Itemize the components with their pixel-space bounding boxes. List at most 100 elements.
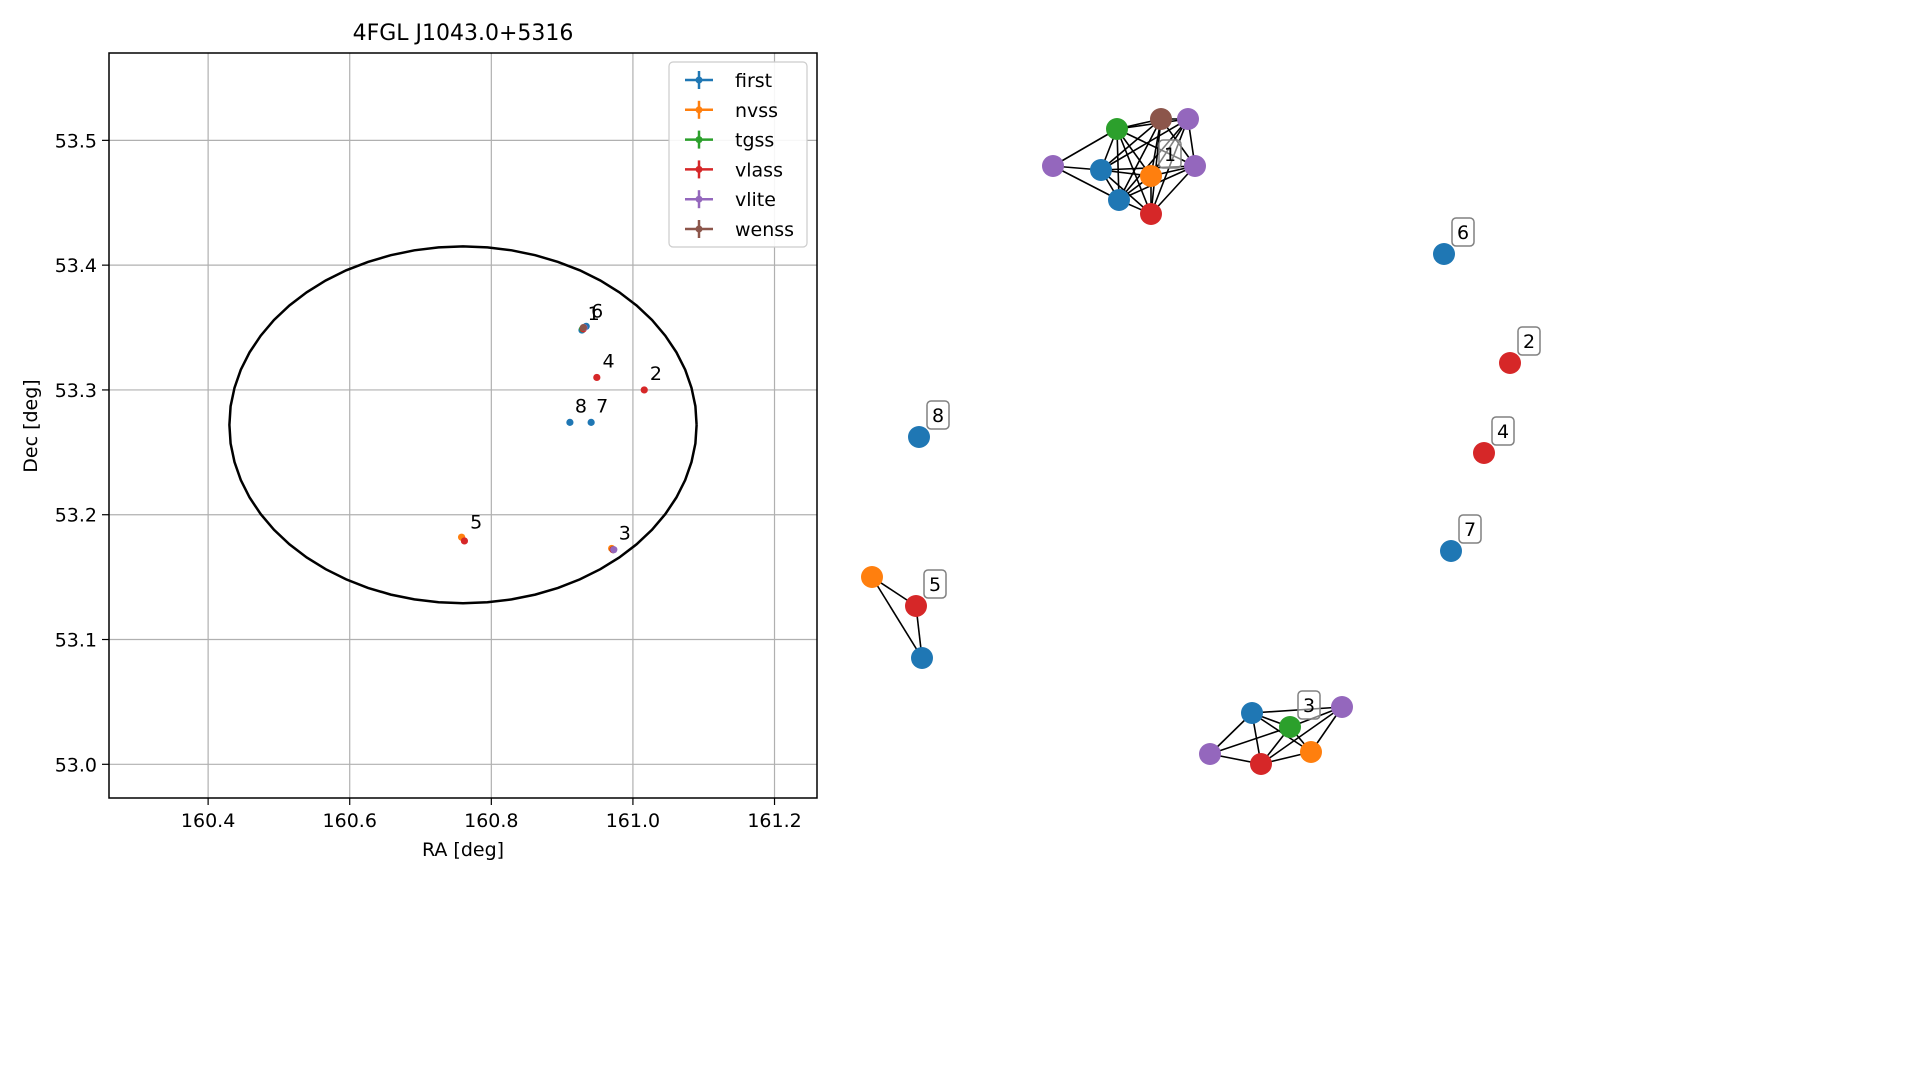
point-vlass [640, 386, 648, 394]
node-vlass [1499, 352, 1521, 374]
node-vlass [1250, 753, 1272, 775]
node-label-text: 8 [932, 405, 944, 427]
legend-entry-first: first [685, 70, 772, 92]
node-wenss [1150, 108, 1172, 130]
legend-label: wenss [735, 219, 794, 241]
network-edge [1052, 165, 1120, 201]
cluster-label: 1 [588, 303, 600, 325]
node-first [1241, 702, 1263, 724]
network-edge [1251, 706, 1343, 714]
node-label-text: 2 [1523, 331, 1535, 353]
x-axis-label: RA [deg] [422, 839, 504, 861]
x-tick-label: 161.2 [747, 810, 801, 832]
legend-marker [695, 76, 703, 84]
point-first [566, 418, 574, 426]
node-label-text: 5 [929, 574, 941, 596]
cluster-label: 2 [650, 363, 662, 385]
legend: first nvss tgss vlass vlite wenss [668, 61, 808, 248]
node-nvss [1140, 165, 1162, 187]
legend-label: vlite [735, 189, 776, 211]
node-vlite [1199, 743, 1221, 765]
x-tick-label: 160.8 [464, 810, 518, 832]
node-label-box [1517, 326, 1541, 356]
x-tick-label: 160.6 [323, 810, 377, 832]
cluster-label: 5 [470, 511, 482, 533]
node-first [1090, 159, 1112, 181]
y-tick-label: 53.3 [55, 380, 97, 402]
node-label-box [1491, 416, 1515, 446]
node-tgss [1106, 118, 1128, 140]
node-vlass [1140, 203, 1162, 225]
node-first [908, 426, 930, 448]
point-vlass [460, 537, 469, 545]
x-tick-label: 160.4 [181, 810, 235, 832]
node-label-text: 7 [1464, 519, 1476, 541]
legend-entry-vlite: vlite [685, 189, 776, 211]
error-ellipse [228, 245, 698, 605]
node-label-text: 3 [1303, 695, 1315, 717]
network-panel: 1 3 5 6 2 8 4 7 [861, 108, 1541, 775]
node-first [911, 647, 933, 669]
network-edge [1100, 118, 1162, 171]
legend-marker [695, 225, 703, 233]
legend-label: nvss [735, 100, 778, 122]
y-tick-label: 53.1 [55, 630, 97, 652]
node-first [1433, 243, 1455, 265]
node-vlass [905, 595, 927, 617]
node-label-box [1297, 690, 1321, 720]
y-tick-label: 53.5 [55, 130, 97, 152]
node-tgss [1279, 716, 1301, 738]
cluster-label: 8 [575, 395, 587, 417]
legend-marker [695, 106, 703, 114]
labels-layer: 16 4 2 8 7 5 3 [470, 301, 662, 545]
network-edge [1260, 706, 1343, 765]
legend-label: vlass [735, 159, 783, 181]
node-nvss [861, 566, 883, 588]
node-vlite [1331, 696, 1353, 718]
node-vlite [1184, 155, 1206, 177]
x-tick-label: 161.0 [606, 810, 660, 832]
point-vlass [593, 373, 601, 382]
node-label-box [1451, 217, 1475, 247]
points-layer [457, 322, 648, 554]
plot-frame [108, 52, 818, 799]
ellipse-layer [228, 245, 698, 605]
node-label-5: 5 [923, 569, 947, 599]
point-wenss [579, 323, 587, 332]
node-label-1: 1 [1158, 139, 1182, 169]
legend-entry-vlass: vlass [685, 159, 783, 181]
node-vlite [1177, 108, 1199, 130]
node-label-8: 8 [926, 400, 950, 430]
node-first [1108, 189, 1130, 211]
node-label-2: 2 [1517, 326, 1541, 356]
legend-marker [695, 136, 703, 144]
node-label-box [926, 400, 950, 430]
legend-marker [695, 195, 703, 203]
node-first [1440, 540, 1462, 562]
node-vlass [1473, 442, 1495, 464]
node-labels-layer: 1 3 5 6 2 8 4 7 [923, 139, 1541, 720]
node-label-text: 1 [1164, 144, 1176, 166]
node-label-text: 4 [1497, 421, 1509, 443]
y-tick-label: 53.4 [55, 255, 97, 277]
network-edge [1118, 118, 1162, 201]
y-tick-label: 53.0 [55, 754, 97, 776]
cluster-label: 7 [596, 395, 608, 417]
y-axis-label: Dec [deg] [20, 379, 42, 472]
node-nvss [1300, 741, 1322, 763]
ticks-layer: 160.4 160.6 160.8 161.0 161.2 53.0 53.1 53.2 53.… [55, 130, 802, 832]
node-label-box [1458, 514, 1482, 544]
legend-entries: first nvss tgss vlass vlite wenss [685, 70, 794, 241]
legend-marker [695, 165, 703, 173]
legend-entry-tgss: tgss [685, 130, 774, 152]
network-edge [1116, 128, 1120, 201]
node-label-box [923, 569, 947, 599]
node-label-6: 6 [1451, 217, 1475, 247]
node-label-7: 7 [1458, 514, 1482, 544]
y-tick-label: 53.2 [55, 505, 97, 527]
point-first [587, 418, 595, 426]
legend-entry-wenss: wenss [685, 219, 794, 241]
